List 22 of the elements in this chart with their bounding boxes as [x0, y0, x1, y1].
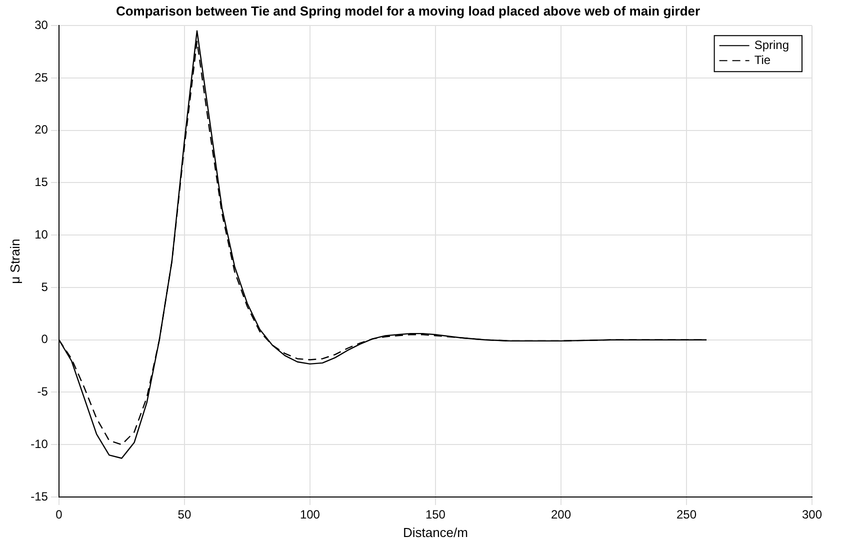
y-tick-label: 20 — [34, 122, 48, 137]
x-tick-label: 150 — [425, 508, 446, 522]
legend-label: Tie — [754, 52, 771, 67]
y-tick-label: 15 — [34, 175, 48, 190]
y-tick-label: 0 — [41, 332, 48, 346]
x-tick-label: 0 — [56, 508, 63, 522]
legend-label: Spring — [754, 38, 789, 52]
y-tick-label: -15 — [30, 489, 48, 504]
chart-title: Comparison between Tie and Spring model for a moving load placed above web of main girder — [116, 3, 700, 18]
x-tick-label: 250 — [676, 508, 697, 522]
y-tick-label: -10 — [30, 436, 48, 451]
x-axis-title: Distance/m — [402, 524, 468, 540]
x-tick-label: 300 — [802, 508, 822, 522]
y-tick-label: 25 — [34, 70, 48, 84]
y-tick-label: -5 — [37, 384, 48, 399]
x-tick-label: 50 — [178, 508, 192, 522]
y-tick-label: 5 — [41, 280, 48, 294]
x-tick-label: 100 — [300, 508, 320, 522]
y-axis-title: μ Strain — [7, 238, 22, 284]
y-tick-label: 10 — [34, 227, 48, 242]
y-tick-label: 30 — [34, 18, 48, 32]
x-tick-label: 200 — [550, 508, 572, 522]
